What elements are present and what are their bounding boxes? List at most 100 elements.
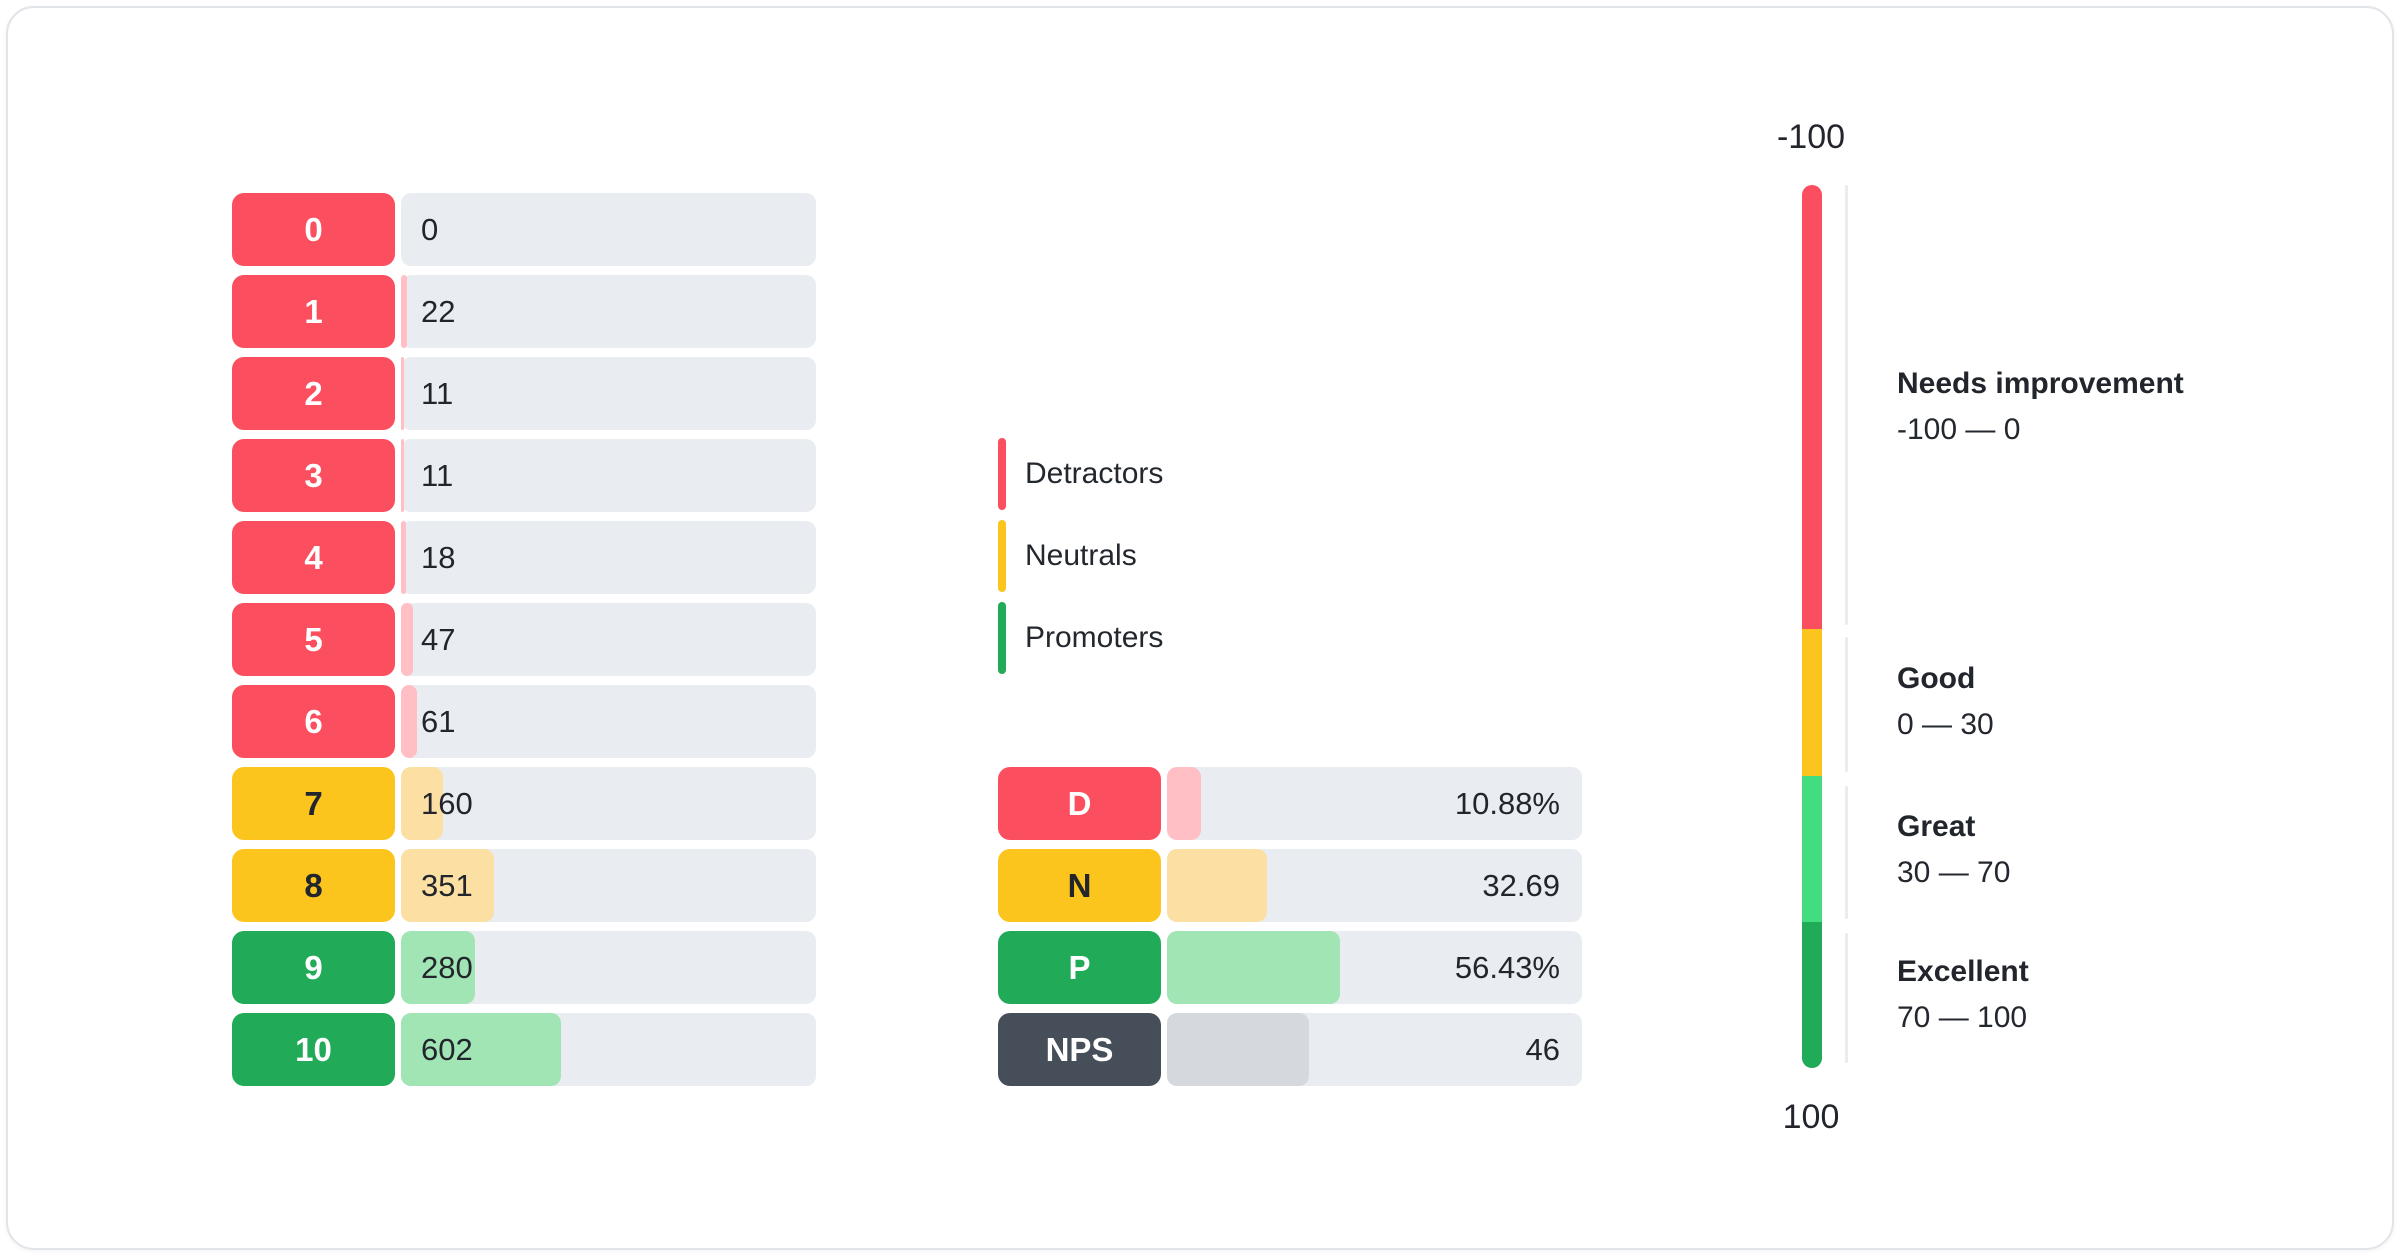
score-track: 47 (401, 603, 816, 676)
score-row-0: 0 0 (232, 193, 816, 266)
score-row-2: 2 11 (232, 357, 816, 430)
summary-bar-fill (1167, 767, 1201, 840)
summary-badge: P (998, 931, 1161, 1004)
legend-label: Promoters (1025, 621, 1164, 654)
score-badge: 0 (232, 193, 395, 266)
score-badge: 6 (232, 685, 395, 758)
gauge-zone-range: 0 — 30 (1897, 708, 1994, 741)
summary-track: 10.88% (1167, 767, 1582, 840)
summary-value: 10.88% (1454, 786, 1560, 821)
score-count: 280 (421, 950, 473, 985)
gauge-zone-great: Great 30 — 70 (1897, 809, 2010, 891)
gauge-zone-range: 70 — 100 (1897, 1001, 2028, 1034)
legend-item-detractors: Detractors (998, 438, 1163, 510)
summary-value: 46 (1525, 1032, 1560, 1067)
score-count: 0 (421, 212, 439, 247)
gauge-max-label: -100 (1776, 118, 1846, 156)
summary-badge: D (998, 767, 1161, 840)
gauge-axis-line (1845, 786, 1848, 919)
legend-item-promoters: Promoters (998, 602, 1163, 674)
summary-row-nps: NPS 46 (998, 1013, 1582, 1086)
summary-row-promoters: P 56.43% (998, 931, 1582, 1004)
score-count: 11 (421, 376, 454, 411)
score-badge: 8 (232, 849, 395, 922)
score-track: 22 (401, 275, 816, 348)
score-row-3: 3 11 (232, 439, 816, 512)
score-count: 22 (421, 294, 456, 329)
gauge-axis-line (1845, 185, 1848, 625)
score-badge: 5 (232, 603, 395, 676)
score-track: 351 (401, 849, 816, 922)
score-row-7: 7 160 (232, 767, 816, 840)
gauge-segment-needs-improvement (1802, 185, 1822, 630)
score-distribution-chart: 0 0 1 22 2 11 3 11 4 18 5 (232, 193, 816, 1086)
neutrals-swatch-icon (998, 520, 1006, 592)
score-track: 0 (401, 193, 816, 266)
summary-row-detractors: D 10.88% (998, 767, 1582, 840)
summary-badge: NPS (998, 1013, 1161, 1086)
score-badge: 7 (232, 767, 395, 840)
score-row-6: 6 61 (232, 685, 816, 758)
score-row-9: 9 280 (232, 931, 816, 1004)
summary-badge: N (998, 849, 1161, 922)
score-bar-fill (401, 603, 414, 676)
gauge-zone-excellent: Excellent 70 — 100 (1897, 954, 2029, 1036)
gauge-zone-title: Needs improvement (1897, 367, 2184, 400)
score-bar-fill (401, 1013, 561, 1086)
score-track: 11 (401, 439, 816, 512)
score-badge: 9 (232, 931, 395, 1004)
gauge-zone-good: Good 0 — 30 (1897, 661, 1994, 743)
gauge-zone-title: Excellent (1897, 955, 2029, 988)
gauge-axis-line (1845, 637, 1848, 772)
score-row-1: 1 22 (232, 275, 816, 348)
summary-track: 46 (1167, 1013, 1582, 1086)
score-badge: 3 (232, 439, 395, 512)
score-bar-fill (401, 849, 495, 922)
gauge-segment-great (1802, 775, 1822, 923)
gauge-zone-range: 30 — 70 (1897, 856, 2011, 889)
score-row-8: 8 351 (232, 849, 816, 922)
gauge-zone-title: Good (1897, 662, 1976, 695)
score-row-4: 4 18 (232, 521, 816, 594)
gauge-zone-title: Great (1897, 810, 1976, 843)
score-track: 602 (401, 1013, 816, 1086)
gauge-zone-needs-improvement: Needs improvement -100 — 0 (1897, 366, 2184, 448)
score-count: 47 (421, 622, 456, 657)
score-track: 11 (401, 357, 816, 430)
nps-summary-chart: D 10.88% N 32.69 P 56.43% NPS 46 (998, 767, 1582, 1086)
score-bar-fill (401, 275, 407, 348)
summary-track: 56.43% (1167, 931, 1582, 1004)
gauge-min-label: 100 (1782, 1098, 1840, 1136)
score-count: 61 (421, 704, 456, 739)
score-count: 602 (421, 1032, 473, 1067)
score-badge: 4 (232, 521, 395, 594)
detractors-swatch-icon (998, 438, 1006, 510)
summary-track: 32.69 (1167, 849, 1582, 922)
score-track: 280 (401, 931, 816, 1004)
score-bar-fill (401, 767, 444, 840)
score-track: 160 (401, 767, 816, 840)
score-badge: 10 (232, 1013, 395, 1086)
score-count: 11 (421, 458, 454, 493)
summary-bar-fill (1167, 849, 1268, 922)
summary-value: 56.43% (1454, 950, 1560, 985)
score-row-5: 5 47 (232, 603, 816, 676)
score-bar-fill (401, 685, 418, 758)
legend-label: Detractors (1025, 457, 1164, 490)
score-bar-fill (401, 439, 404, 512)
legend: Detractors Neutrals Promoters (998, 438, 1163, 674)
gauge-segment-excellent (1802, 922, 1822, 1068)
legend-label: Neutrals (1025, 539, 1137, 572)
gauge-zone-range: -100 — 0 (1897, 413, 2021, 446)
score-row-10: 10 602 (232, 1013, 816, 1086)
legend-item-neutrals: Neutrals (998, 520, 1163, 592)
score-bar-fill (401, 521, 406, 594)
summary-bar-fill (1167, 1013, 1309, 1086)
score-count: 18 (421, 540, 456, 575)
nps-gauge-bar (1802, 185, 1822, 1068)
score-badge: 2 (232, 357, 395, 430)
score-bar-fill (401, 357, 404, 430)
score-count: 351 (421, 868, 473, 903)
summary-value: 32.69 (1482, 868, 1560, 903)
